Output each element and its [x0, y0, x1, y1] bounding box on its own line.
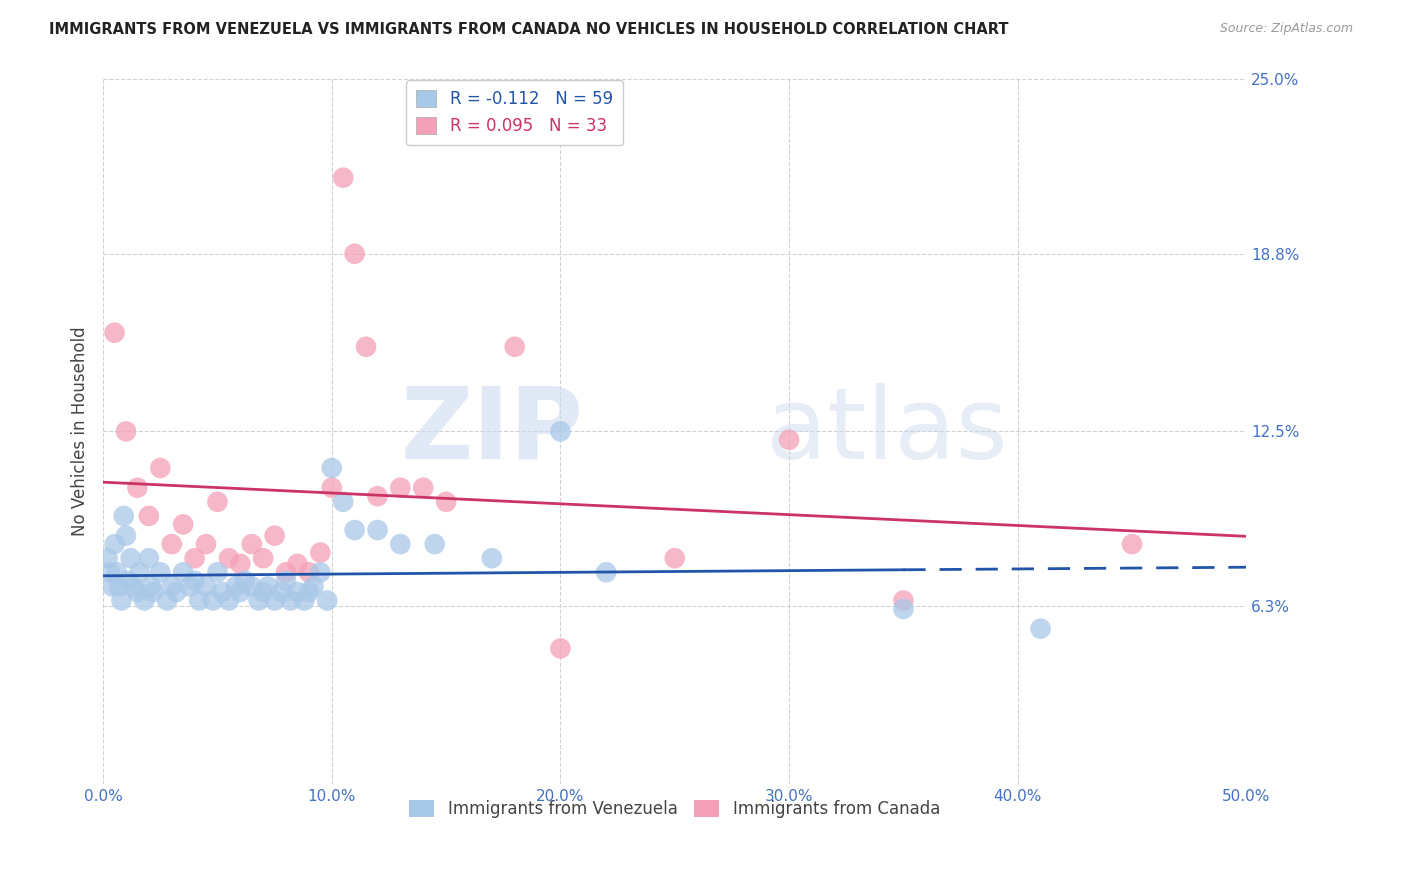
Point: [117, 574, 139, 588]
Point: [160, 579, 183, 593]
Text: IMMIGRANTS FROM VENEZUELA VS IMMIGRANTS FROM CANADA NO VEHICLES IN HOUSEHOLD COR: IMMIGRANTS FROM VENEZUELA VS IMMIGRANTS …: [49, 22, 1008, 37]
Point: [247, 593, 270, 607]
Point: [115, 529, 138, 543]
Point: [292, 593, 315, 607]
Point: [98, 566, 121, 580]
Point: [207, 495, 229, 509]
Point: [103, 326, 125, 340]
Point: [252, 551, 274, 566]
Point: [1029, 622, 1052, 636]
Point: [298, 566, 321, 580]
Point: [309, 566, 332, 580]
Point: [263, 529, 285, 543]
Point: [138, 551, 160, 566]
Point: [156, 593, 179, 607]
Text: Source: ZipAtlas.com: Source: ZipAtlas.com: [1219, 22, 1353, 36]
Point: [211, 585, 233, 599]
Point: [354, 340, 377, 354]
Point: [287, 585, 309, 599]
Point: [298, 585, 321, 599]
Point: [134, 593, 156, 607]
Point: [893, 602, 915, 616]
Point: [302, 579, 325, 593]
Point: [115, 425, 138, 439]
Point: [1121, 537, 1143, 551]
Point: [778, 433, 800, 447]
Point: [218, 551, 240, 566]
Point: [366, 523, 388, 537]
Point: [127, 481, 149, 495]
Point: [343, 523, 366, 537]
Point: [229, 585, 252, 599]
Point: [252, 585, 274, 599]
Point: [149, 461, 172, 475]
Point: [101, 579, 124, 593]
Point: [172, 566, 194, 580]
Point: [274, 566, 297, 580]
Point: [595, 566, 617, 580]
Point: [321, 461, 343, 475]
Point: [183, 574, 205, 588]
Point: [138, 508, 160, 523]
Legend: Immigrants from Venezuela, Immigrants from Canada: Immigrants from Venezuela, Immigrants fr…: [402, 793, 946, 825]
Point: [225, 579, 247, 593]
Point: [141, 579, 163, 593]
Point: [188, 593, 211, 607]
Point: [110, 593, 132, 607]
Point: [108, 579, 131, 593]
Point: [389, 481, 412, 495]
Point: [160, 537, 183, 551]
Y-axis label: No Vehicles in Household: No Vehicles in Household: [72, 326, 89, 536]
Point: [366, 489, 388, 503]
Point: [105, 566, 128, 580]
Point: [263, 593, 285, 607]
Point: [128, 566, 150, 580]
Point: [179, 579, 201, 593]
Point: [503, 340, 526, 354]
Point: [664, 551, 686, 566]
Point: [343, 246, 366, 260]
Point: [127, 585, 149, 599]
Point: [233, 574, 256, 588]
Point: [270, 585, 292, 599]
Point: [309, 545, 332, 559]
Point: [195, 579, 218, 593]
Point: [120, 551, 142, 566]
Point: [321, 481, 343, 495]
Point: [893, 593, 915, 607]
Point: [97, 551, 120, 566]
Point: [112, 508, 135, 523]
Point: [103, 537, 125, 551]
Point: [316, 593, 339, 607]
Text: ZIP: ZIP: [401, 383, 583, 480]
Point: [218, 593, 240, 607]
Text: atlas: atlas: [766, 383, 1008, 480]
Point: [201, 593, 224, 607]
Point: [332, 495, 354, 509]
Point: [287, 557, 309, 571]
Point: [481, 551, 503, 566]
Point: [412, 481, 434, 495]
Point: [550, 425, 572, 439]
Point: [240, 579, 263, 593]
Point: [165, 585, 187, 599]
Point: [142, 585, 165, 599]
Point: [121, 579, 143, 593]
Point: [149, 566, 172, 580]
Point: [423, 537, 446, 551]
Point: [550, 641, 572, 656]
Point: [207, 566, 229, 580]
Point: [195, 537, 218, 551]
Point: [183, 551, 205, 566]
Point: [274, 574, 297, 588]
Point: [332, 170, 354, 185]
Point: [280, 593, 302, 607]
Point: [256, 579, 278, 593]
Point: [172, 517, 194, 532]
Point: [434, 495, 457, 509]
Point: [389, 537, 412, 551]
Point: [240, 537, 263, 551]
Point: [229, 557, 252, 571]
